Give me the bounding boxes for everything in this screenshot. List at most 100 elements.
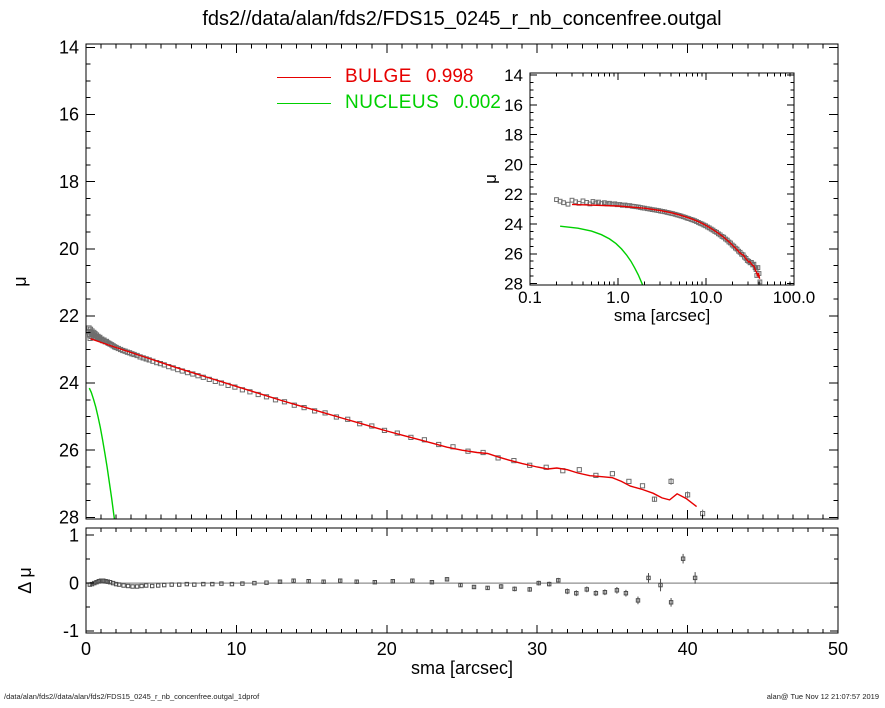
data-point-square — [609, 471, 615, 477]
y-tick-label: 24 — [59, 373, 79, 393]
y-tick-label: 14 — [59, 37, 79, 57]
main-axes-box — [85, 43, 839, 520]
data-point-square — [639, 483, 646, 489]
data-point-square — [91, 329, 97, 335]
data-point-square — [565, 589, 570, 594]
data-point-square — [755, 265, 761, 271]
data-point-square — [619, 202, 625, 208]
nucleus-model-line — [560, 225, 644, 285]
data-point-square — [485, 585, 490, 591]
inset-axes-box — [529, 72, 795, 286]
bulge-model-line — [571, 203, 761, 279]
data-point-square — [139, 583, 144, 589]
data-point-square — [646, 575, 651, 581]
data-point-square — [692, 575, 698, 581]
data-point-square — [390, 579, 396, 584]
data-point-square — [321, 579, 326, 584]
y-tick-label: 22 — [59, 306, 79, 326]
data-point-square — [635, 598, 641, 603]
data-point-square — [602, 200, 607, 206]
y-tick-label: 16 — [59, 105, 79, 125]
data-point-square — [354, 579, 359, 584]
data-point-square — [527, 587, 532, 592]
data-point-square — [565, 201, 571, 207]
inset-y-axis-label: μ — [481, 174, 500, 184]
data-point-square — [89, 581, 95, 587]
data-point-square — [277, 579, 283, 584]
data-point-square — [750, 262, 756, 268]
legend-label: NUCLEUS — [345, 92, 440, 113]
data-point-square — [121, 583, 126, 588]
legend-entry-nucleus: NUCLEUS 0.002 — [277, 92, 501, 114]
data-point-square — [201, 581, 206, 587]
data-point-square — [556, 578, 561, 583]
data-point-square — [584, 587, 589, 592]
data-point-square — [184, 581, 190, 587]
plot-title: fds2//data/alan/fds2/FDS15_0245_r_nb_con… — [202, 8, 722, 30]
x-tick-label: 100.0 — [773, 288, 816, 307]
data-point-square — [134, 584, 140, 589]
data-point-square — [410, 578, 415, 583]
y-tick-label: 26 — [59, 440, 79, 460]
data-point-square — [536, 580, 541, 586]
observed-points — [86, 325, 706, 518]
y-tick-label: 18 — [504, 126, 523, 145]
delta-mu-points — [87, 553, 698, 607]
y-tick-label: 28 — [59, 507, 79, 527]
main-tick-labels: 14 16 18 20 22 24 26 28 — [59, 37, 79, 527]
residual-y-axis-label: Δ μ — [15, 567, 35, 593]
data-point-square — [680, 556, 686, 561]
bulge-line-swatch — [277, 76, 331, 78]
x-tick-label: 0.1 — [518, 288, 542, 307]
main-y-axis-label: μ — [10, 276, 30, 286]
data-point-square — [125, 583, 131, 589]
data-point-square — [169, 582, 174, 587]
data-point-square — [668, 478, 674, 484]
x-tick-label: 30 — [527, 639, 547, 659]
y-tick-label: 24 — [504, 215, 523, 234]
data-point-square — [338, 578, 343, 583]
data-point-square — [740, 252, 746, 258]
y-tick-label: -1 — [63, 621, 79, 641]
data-point-square — [96, 579, 101, 584]
main-ticks — [85, 44, 839, 519]
x-tick-label: 10 — [226, 639, 246, 659]
y-tick-label: 28 — [504, 274, 523, 293]
data-point-square — [306, 579, 311, 584]
y-tick-label: 14 — [504, 66, 523, 85]
y-tick-label: 20 — [59, 239, 79, 259]
data-point-square — [625, 203, 630, 209]
data-point-square — [429, 580, 435, 585]
y-tick-label: 16 — [504, 96, 523, 115]
legend-entry-bulge: BULGE 0.998 — [277, 66, 473, 88]
data-point-square — [130, 584, 135, 589]
footer-file-path: /data/alan/fds2//data/alan/fds2/FDS15_02… — [4, 692, 260, 701]
y-tick-label: 20 — [504, 155, 523, 174]
data-point-square — [291, 578, 296, 583]
data-point-square — [105, 579, 110, 584]
data-point-square — [94, 580, 99, 585]
x-tick-label: 20 — [377, 639, 397, 659]
data-point-square — [561, 200, 566, 206]
data-point-square — [547, 581, 552, 587]
inset-ticks — [529, 73, 795, 285]
data-point-square — [252, 580, 257, 586]
legend-label: BULGE — [345, 66, 412, 87]
legend-value: 0.998 — [425, 66, 474, 87]
data-point-square — [444, 577, 450, 582]
data-point-square — [150, 583, 155, 589]
legend-value: 0.002 — [453, 92, 501, 113]
x-tick-label: 10.0 — [689, 288, 722, 307]
y-tick-label: 1 — [69, 525, 79, 545]
data-point-square — [162, 582, 167, 588]
inset-panel: 14 16 18 20 22 24 26 280.1 1.0 10.0 100.0 μ sma [arc… — [481, 66, 815, 325]
data-point-square — [651, 496, 658, 502]
y-tick-label: 22 — [504, 185, 523, 204]
data-point-square — [264, 580, 269, 585]
data-point-square — [623, 591, 629, 596]
data-point-square — [512, 586, 517, 592]
data-point-square — [116, 582, 122, 587]
x-tick-label: 40 — [678, 639, 698, 659]
